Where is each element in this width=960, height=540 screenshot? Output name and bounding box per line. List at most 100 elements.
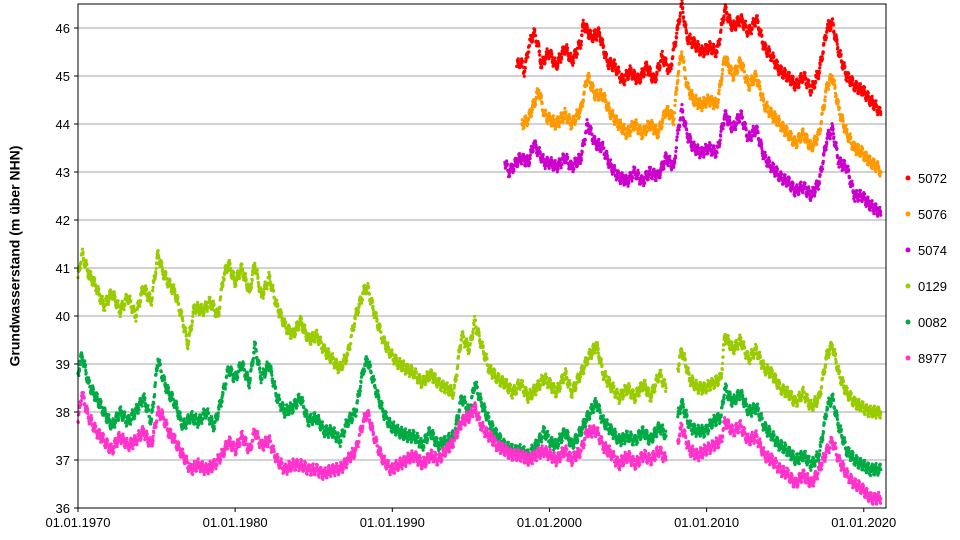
- data-point: [757, 80, 762, 84]
- data-point: [763, 150, 767, 154]
- data-point: [813, 85, 817, 89]
- data-point: [113, 295, 117, 299]
- data-point: [243, 272, 248, 276]
- data-point: [861, 146, 865, 150]
- data-point: [658, 65, 662, 70]
- data-point: [551, 114, 556, 118]
- data-point: [654, 78, 658, 82]
- data-point: [765, 100, 769, 104]
- data-point: [627, 72, 631, 77]
- data-point: [633, 166, 637, 170]
- data-point: [659, 170, 663, 174]
- data-point: [874, 170, 878, 174]
- data-point: [116, 299, 120, 303]
- data-point: [678, 19, 682, 23]
- data-point: [768, 48, 772, 52]
- data-point: [791, 181, 795, 186]
- data-point: [597, 27, 601, 31]
- data-point: [642, 73, 647, 77]
- data-point: [579, 158, 584, 162]
- data-point: [575, 52, 579, 56]
- data-point: [836, 45, 840, 50]
- data-point: [858, 82, 863, 86]
- data-point: [671, 114, 675, 118]
- data-point: [607, 67, 611, 71]
- data-point: [550, 52, 554, 56]
- data-point: [845, 128, 849, 132]
- data-point: [708, 143, 713, 147]
- data-point: [635, 121, 639, 125]
- data-point: [787, 71, 791, 75]
- data-point: [824, 90, 828, 94]
- data-point: [533, 140, 538, 144]
- data-point: [825, 142, 829, 146]
- data-point: [541, 153, 545, 157]
- data-point: [744, 128, 748, 132]
- data-point: [221, 283, 225, 287]
- data-point: [678, 124, 682, 129]
- data-point: [608, 158, 613, 162]
- data-point: [625, 135, 629, 139]
- data-point: [579, 39, 584, 44]
- data-point: [538, 53, 542, 57]
- data-point: [595, 148, 599, 152]
- data-point: [822, 104, 827, 108]
- data-point: [708, 44, 712, 48]
- data-point: [835, 38, 839, 42]
- data-point: [604, 52, 609, 56]
- data-point: [870, 94, 874, 98]
- data-point: [134, 319, 138, 323]
- data-point: [698, 53, 703, 57]
- data-point: [190, 323, 194, 327]
- data-point: [577, 115, 582, 119]
- data-point: [669, 67, 673, 71]
- data-point: [855, 81, 859, 85]
- data-point: [625, 70, 629, 74]
- data-point: [538, 150, 542, 154]
- data-point: [820, 55, 824, 59]
- data-point: [866, 91, 870, 95]
- data-point: [568, 117, 572, 121]
- data-point: [673, 111, 677, 115]
- data-point: [819, 120, 824, 124]
- data-point: [164, 270, 168, 275]
- data-point: [593, 98, 597, 102]
- data-point: [824, 148, 828, 152]
- data-point: [801, 127, 805, 131]
- data-point: [639, 127, 643, 131]
- data-point: [831, 132, 836, 136]
- data-point: [138, 304, 142, 308]
- data-point: [821, 50, 825, 54]
- data-point: [582, 142, 587, 146]
- data-point: [715, 151, 719, 155]
- data-point: [721, 127, 725, 131]
- data-point: [556, 61, 560, 66]
- data-point: [816, 187, 821, 191]
- data-point: [666, 163, 670, 168]
- data-point: [587, 74, 592, 78]
- data-point: [654, 178, 658, 183]
- data-point: [758, 84, 762, 88]
- data-point: [749, 32, 754, 36]
- data-point: [240, 262, 244, 266]
- data-point: [810, 90, 814, 94]
- data-point: [680, 0, 684, 2]
- data-point: [184, 330, 188, 334]
- data-point: [684, 25, 688, 29]
- data-point: [636, 168, 640, 172]
- data-point: [782, 124, 786, 128]
- data-point: [841, 116, 845, 120]
- data-point: [543, 166, 547, 171]
- data-point: [560, 57, 564, 61]
- data-point: [580, 150, 584, 154]
- data-point: [734, 127, 738, 132]
- data-point: [689, 36, 693, 40]
- data-point: [851, 183, 855, 187]
- data-point: [605, 151, 609, 155]
- data-point: [674, 40, 678, 44]
- data-point: [694, 93, 698, 97]
- data-point: [680, 103, 684, 107]
- data-point: [232, 270, 236, 274]
- data-point: [879, 170, 883, 174]
